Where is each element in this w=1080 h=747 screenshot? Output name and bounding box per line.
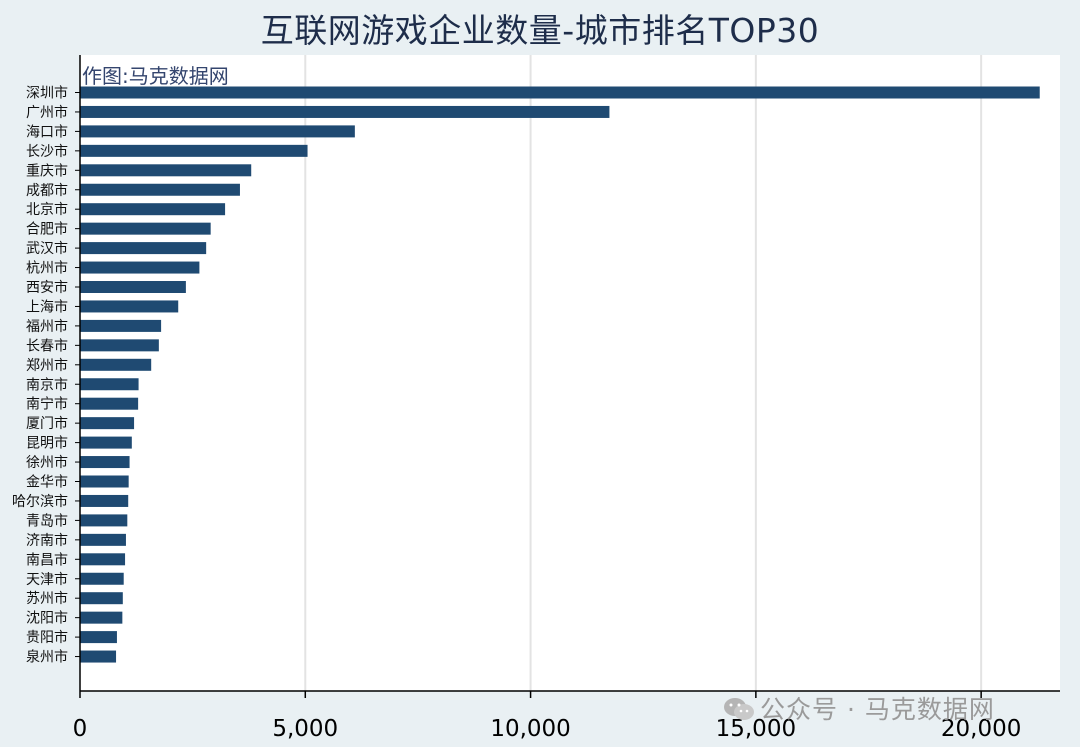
category-label: 南昌市 bbox=[26, 551, 68, 568]
category-label: 青岛市 bbox=[26, 512, 68, 529]
category-label: 合肥市 bbox=[26, 221, 68, 238]
bar bbox=[80, 358, 152, 371]
category-label: 郑州市 bbox=[26, 357, 68, 374]
bar bbox=[80, 183, 240, 196]
category-label: 杭州市 bbox=[26, 260, 68, 277]
bar bbox=[80, 125, 355, 138]
bar bbox=[80, 203, 226, 216]
x-tick-label: 5,000 bbox=[272, 716, 338, 742]
category-label: 长沙市 bbox=[26, 143, 68, 160]
category-label: 西安市 bbox=[26, 279, 68, 296]
category-label: 重庆市 bbox=[26, 162, 68, 179]
bars bbox=[80, 86, 1040, 663]
bar bbox=[80, 475, 129, 488]
bar bbox=[80, 650, 117, 663]
bar bbox=[80, 242, 207, 255]
category-label: 昆明市 bbox=[26, 435, 68, 452]
x-tick-label: 15,000 bbox=[716, 716, 796, 742]
bar bbox=[80, 261, 200, 274]
category-label: 南京市 bbox=[26, 376, 68, 393]
category-label: 济南市 bbox=[26, 532, 68, 549]
bar bbox=[80, 494, 129, 507]
bar bbox=[80, 611, 123, 624]
watermark: 公众号 · 马克数据网 bbox=[722, 690, 995, 726]
category-label: 南宁市 bbox=[26, 396, 68, 413]
watermark-text: 公众号 · 马克数据网 bbox=[760, 695, 995, 724]
bar bbox=[80, 514, 128, 527]
bar bbox=[80, 553, 126, 566]
category-label: 福州市 bbox=[26, 318, 68, 335]
category-label: 徐州市 bbox=[26, 454, 68, 471]
bar bbox=[80, 417, 135, 430]
category-label: 武汉市 bbox=[26, 240, 68, 257]
bar bbox=[80, 105, 610, 118]
bar bbox=[80, 397, 139, 410]
bar bbox=[80, 281, 186, 293]
x-axis-ticks: 0 5,000 10,000 15,000 20,000 bbox=[73, 691, 1021, 742]
x-tick-label: 0 bbox=[73, 716, 88, 742]
gridlines bbox=[304, 55, 983, 691]
plot-area bbox=[80, 55, 1060, 691]
category-label: 长春市 bbox=[26, 337, 68, 354]
category-label: 苏州市 bbox=[26, 590, 68, 607]
bar bbox=[80, 86, 1040, 99]
category-label: 深圳市 bbox=[26, 85, 68, 102]
category-label: 哈尔滨市 bbox=[12, 493, 68, 510]
chart-title: 互联网游戏企业数量-城市排名TOP30 bbox=[260, 11, 820, 50]
category-label: 成都市 bbox=[26, 182, 68, 199]
wechat-icon bbox=[724, 698, 754, 720]
bar bbox=[80, 592, 123, 605]
category-label: 广州市 bbox=[26, 104, 68, 121]
bar bbox=[80, 222, 211, 235]
x-tick-label: 10,000 bbox=[490, 716, 570, 742]
category-labels: 深圳市广州市海口市长沙市重庆市成都市北京市合肥市武汉市杭州市西安市上海市福州市长… bbox=[12, 85, 80, 666]
bar bbox=[80, 339, 159, 352]
category-label: 沈阳市 bbox=[26, 610, 68, 627]
bar bbox=[80, 631, 117, 644]
bar bbox=[80, 572, 124, 585]
bar bbox=[80, 456, 130, 469]
bar bbox=[80, 436, 132, 449]
bar bbox=[80, 300, 179, 313]
bar bbox=[80, 533, 126, 546]
category-label: 北京市 bbox=[26, 201, 68, 218]
category-label: 海口市 bbox=[26, 123, 68, 140]
bar bbox=[80, 144, 308, 157]
bar bbox=[80, 319, 162, 332]
category-label: 泉州市 bbox=[26, 649, 68, 666]
category-label: 金华市 bbox=[26, 474, 68, 491]
bar bbox=[80, 164, 252, 177]
bar bbox=[80, 378, 139, 391]
category-label: 贵阳市 bbox=[26, 629, 68, 646]
category-label: 厦门市 bbox=[26, 415, 68, 432]
category-label: 上海市 bbox=[26, 298, 68, 315]
chart-credit: 作图:马克数据网 bbox=[82, 64, 229, 88]
category-label: 天津市 bbox=[26, 571, 68, 588]
x-tick-label: 20,000 bbox=[941, 716, 1021, 742]
